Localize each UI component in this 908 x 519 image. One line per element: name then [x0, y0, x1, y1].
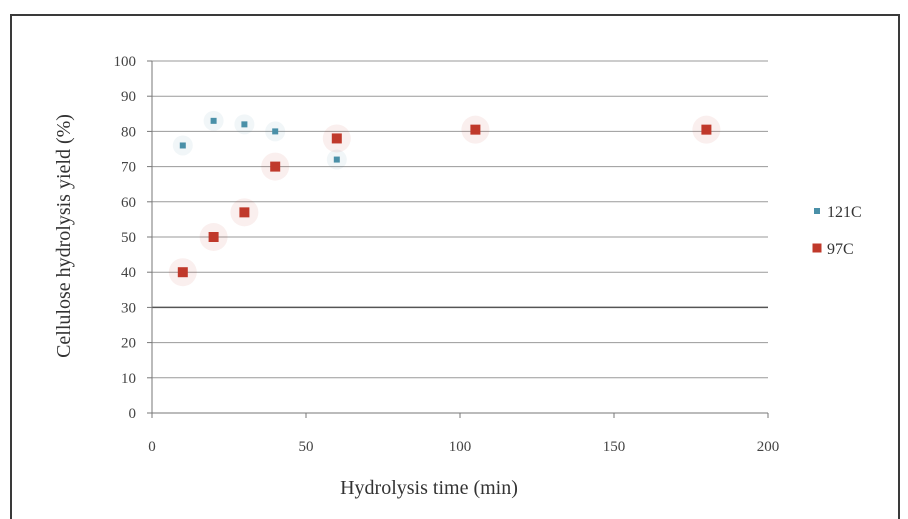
- data-point: [701, 124, 712, 135]
- y-tick-label: 10: [121, 371, 136, 387]
- legend-label: 97C: [827, 241, 854, 258]
- y-tick-label: 100: [114, 54, 137, 70]
- data-point: [208, 232, 219, 242]
- data-point: [239, 207, 250, 218]
- legend: 121C 97C: [812, 204, 862, 258]
- y-tick-label: 60: [121, 195, 136, 211]
- y-tick-label: 30: [121, 300, 136, 316]
- data-point: [272, 128, 279, 135]
- data-point: [333, 156, 340, 163]
- y-axis-title: Cellulose hydrolysis yield (%): [53, 114, 75, 358]
- y-tick-label: 0: [129, 406, 137, 422]
- series-97C: [168, 115, 721, 287]
- data-point: [241, 121, 248, 128]
- data-point: [210, 117, 217, 124]
- x-tick-labels: 0 50 100 150 200: [148, 413, 779, 455]
- y-tick-label: 90: [121, 89, 136, 105]
- data-point: [177, 267, 188, 278]
- series-121C: [172, 110, 347, 170]
- x-tick-label: 0: [148, 439, 156, 455]
- y-tick-label: 50: [121, 230, 136, 246]
- y-tick-label: 40: [121, 265, 136, 281]
- y-tick-label: 80: [121, 124, 136, 140]
- x-tick-label: 100: [449, 439, 472, 455]
- gridlines: [152, 60, 768, 379]
- data-series: [168, 110, 721, 287]
- data-point: [331, 133, 342, 144]
- legend-marker: [814, 208, 820, 214]
- legend-label: 121C: [827, 204, 862, 221]
- chart-frame: [10, 14, 900, 519]
- x-tick-label: 50: [299, 439, 314, 455]
- data-point: [470, 124, 481, 135]
- x-axis-title: Hydrolysis time (min): [340, 477, 518, 499]
- data-point: [179, 142, 186, 149]
- x-tick-label: 200: [757, 439, 780, 455]
- x-tick-label: 150: [603, 439, 626, 455]
- y-tick-labels: 0 10 20 30 40 50 60 70 80 90 100: [114, 54, 152, 422]
- y-tick-label: 70: [121, 160, 136, 176]
- legend-marker: [812, 243, 822, 253]
- y-tick-label: 20: [121, 336, 136, 352]
- data-point: [270, 161, 281, 172]
